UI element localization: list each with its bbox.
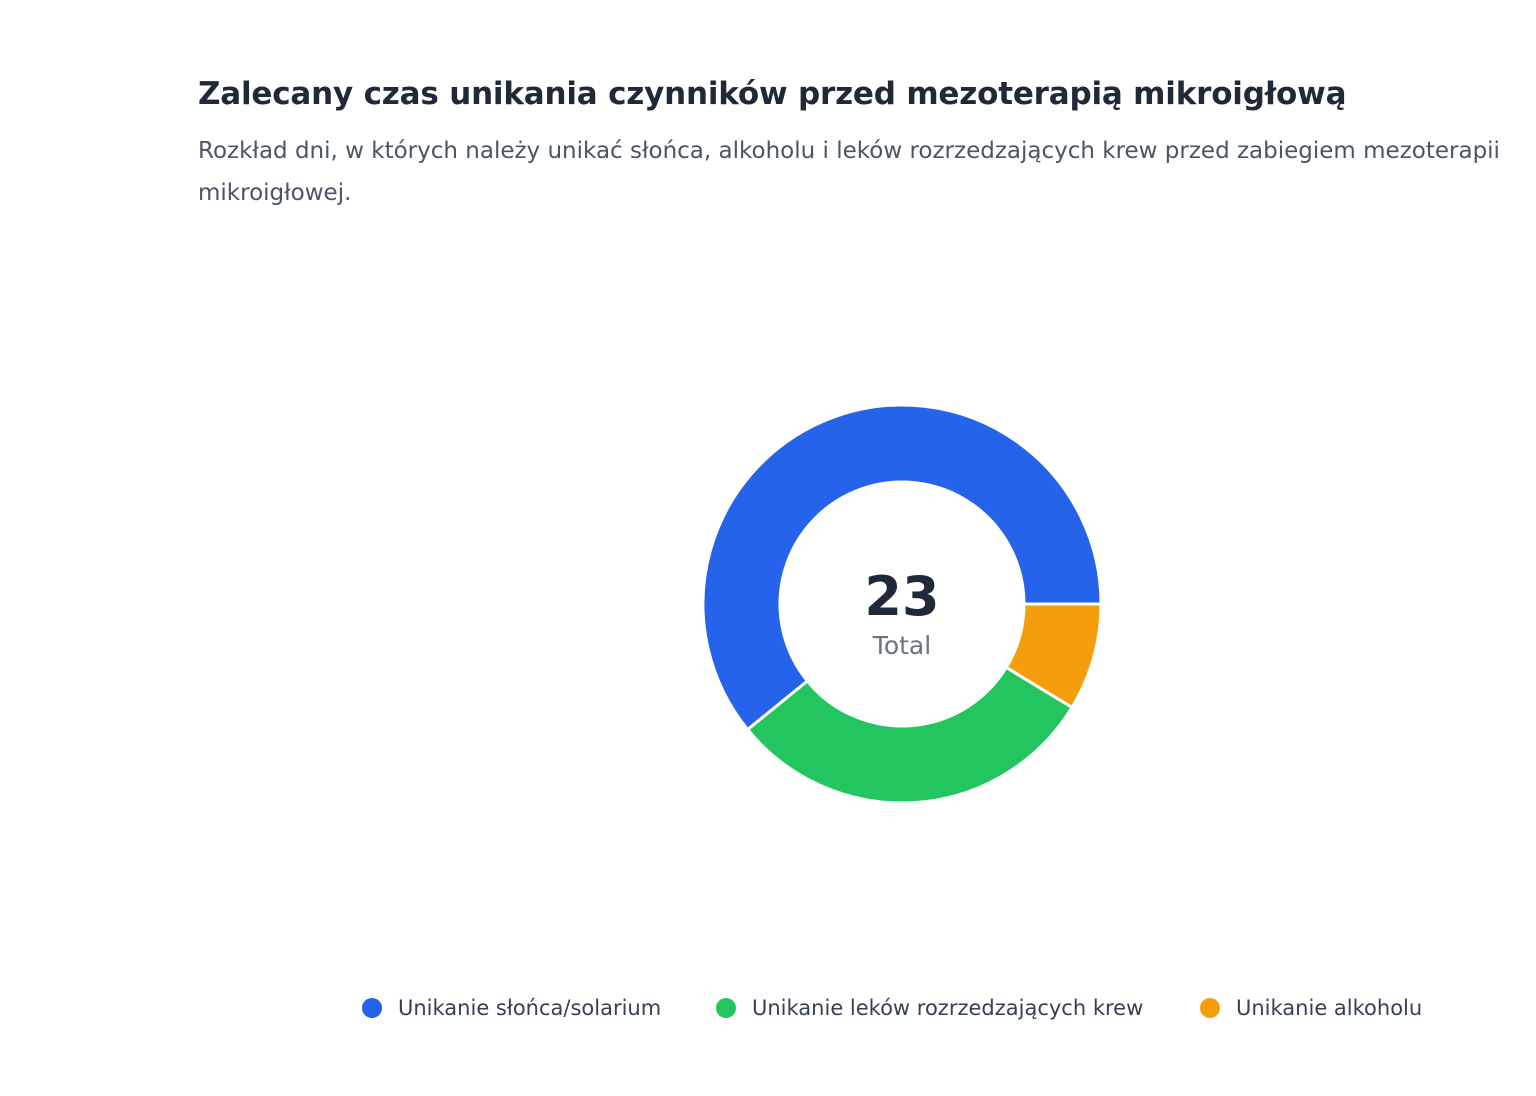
legend-label-1: Unikanie słońca/solarium [398, 996, 662, 1020]
legend-swatch-3 [1200, 998, 1220, 1018]
legend-swatch-1 [362, 998, 382, 1018]
chart-title: Zalecany czas unikania czynników przed m… [198, 76, 1347, 112]
legend-label-2: Unikanie leków rozrzedzających krew [752, 996, 1144, 1020]
legend-label-3: Unikanie alkoholu [1236, 996, 1423, 1020]
legend-swatch-2 [716, 998, 736, 1018]
legend-item-2[interactable]: Unikanie leków rozrzedzających krew [716, 992, 1143, 1024]
chart-subtitle: Rozkład dni, w których należy unikać sło… [198, 138, 1500, 206]
legend-item-1[interactable]: Unikanie słońca/solarium [362, 992, 661, 1024]
legend-item-3[interactable]: Unikanie alkoholu [1200, 992, 1422, 1024]
donut-slice-3[interactable] [1004, 602, 1103, 710]
donut-slice-1[interactable] [701, 403, 1103, 732]
chart-legend: Unikanie słońca/solarium Unikanie leków r… [0, 992, 1536, 1024]
donut-slice-2[interactable] [745, 665, 1075, 805]
chart-header: Zalecany czas unikania czynników przed m… [198, 72, 1518, 214]
